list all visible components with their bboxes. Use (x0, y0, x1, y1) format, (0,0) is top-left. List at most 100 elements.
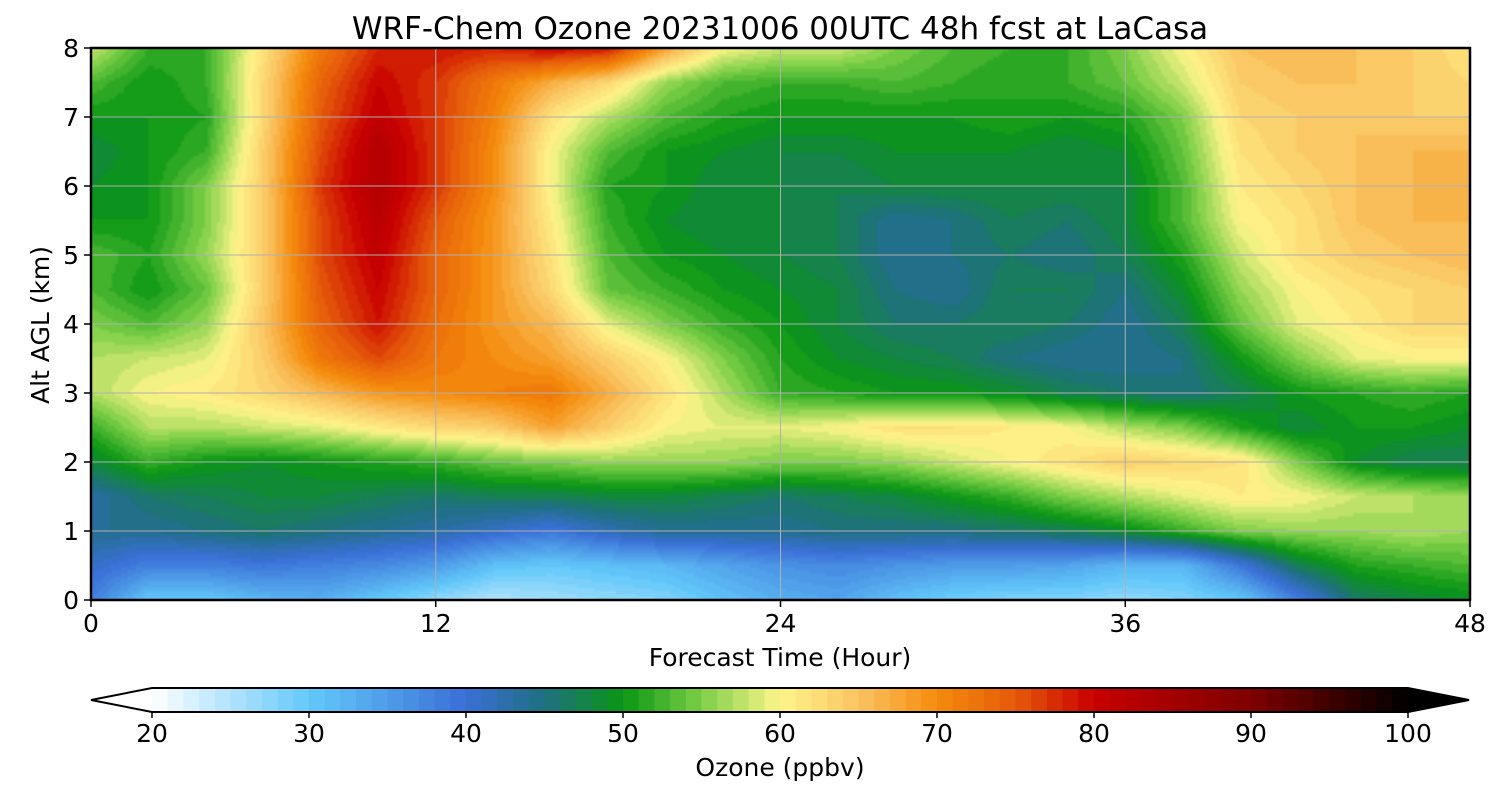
colorbar-swatch (1125, 688, 1142, 712)
colorbar-swatch (1376, 688, 1393, 712)
y-tick-label: 2 (63, 448, 79, 477)
colorbar-swatch (811, 688, 828, 712)
colorbar-extend-high (1408, 688, 1469, 712)
colorbar-swatch (152, 688, 169, 712)
colorbar-swatch (732, 688, 750, 712)
colorbar-swatch (246, 688, 263, 712)
y-axis-label: Alt AGL (km) (26, 246, 55, 404)
colorbar-swatch (387, 688, 404, 712)
y-axis: 0 1 2 3 4 5 6 7 8 (63, 34, 91, 615)
colorbar-swatch (984, 688, 1001, 712)
colorbar-swatch (748, 688, 765, 712)
colorbar-swatch (403, 688, 420, 712)
y-tick-label: 3 (63, 379, 79, 408)
colorbar-swatch (670, 688, 687, 712)
colorbar-swatch (418, 688, 436, 712)
colorbar-swatch (371, 688, 389, 712)
colorbar-swatch (513, 688, 530, 712)
colorbar-swatch (277, 688, 294, 712)
y-tick-label: 7 (63, 103, 79, 132)
colorbar-swatch (1172, 688, 1189, 712)
x-tick-label: 24 (765, 609, 797, 638)
colorbar-swatch (261, 688, 279, 712)
y-tick-label: 6 (63, 172, 79, 201)
colorbar-swatch (293, 688, 310, 712)
colorbar-swatch (1141, 688, 1158, 712)
colorbar-swatch (167, 688, 184, 712)
colorbar-swatch (1266, 688, 1283, 712)
colorbar-swatch (654, 688, 671, 712)
colorbar-tick-label: 30 (293, 719, 325, 748)
colorbar-swatch (937, 688, 954, 712)
colorbar-swatch (968, 688, 985, 712)
colorbar-swatch (1078, 688, 1095, 712)
colorbar-swatch (575, 688, 593, 712)
y-tick-label: 8 (63, 34, 79, 63)
colorbar-swatch (528, 688, 546, 712)
x-axis: 0 12 24 36 48 (83, 600, 1486, 638)
colorbar-swatch (481, 688, 498, 712)
colorbar-swatch (1188, 688, 1205, 712)
colorbar-swatch (999, 688, 1017, 712)
colorbar-swatch (701, 688, 718, 712)
colorbar-swatch (827, 688, 844, 712)
colorbar-swatch (466, 688, 483, 712)
colorbar-swatch (497, 688, 514, 712)
x-tick-label: 36 (1109, 609, 1141, 638)
colorbar-swatch (199, 688, 216, 712)
colorbar-swatch (544, 688, 561, 712)
colorbar-swatch (607, 688, 624, 712)
colorbar-extend-low (91, 688, 152, 712)
colorbar-tick-label: 80 (1078, 719, 1110, 748)
colorbar-swatch (685, 688, 703, 712)
colorbar-swatch (230, 688, 247, 712)
colorbar-tick-label: 20 (136, 719, 168, 748)
y-tick-label: 0 (63, 586, 79, 615)
colorbar-swatch (1313, 688, 1331, 712)
colorbar-swatch (623, 688, 640, 712)
colorbar-swatch (764, 688, 781, 712)
y-tick-label: 1 (63, 517, 79, 546)
colorbar-swatch (952, 688, 969, 712)
colorbar-ticks: 20 30 40 50 60 70 80 90 100 (136, 712, 1432, 748)
colorbar-swatch (1219, 688, 1236, 712)
colorbar-swatch (921, 688, 938, 712)
colorbar-swatch (1345, 688, 1362, 712)
colorbar-swatch (183, 688, 200, 712)
x-tick-label: 0 (83, 609, 99, 638)
colorbar-swatch (309, 688, 326, 712)
colorbar-swatch (905, 688, 922, 712)
x-tick-label: 12 (420, 609, 452, 638)
colorbar-swatch (1046, 688, 1064, 712)
colorbar-tick-label: 90 (1235, 719, 1267, 748)
colorbar-swatch (1094, 688, 1111, 712)
colorbar-swatch (1031, 688, 1048, 712)
colorbar-swatch (450, 688, 467, 712)
y-tick-label: 4 (63, 310, 79, 339)
colorbar-swatch (717, 688, 734, 712)
colorbar-swatch (1392, 688, 1409, 712)
colorbar-swatch (858, 688, 875, 712)
colorbar-swatch (842, 688, 860, 712)
x-tick-label: 48 (1454, 609, 1486, 638)
colorbar-swatch (1251, 688, 1268, 712)
colorbar-swatch (1298, 688, 1315, 712)
colorbar-swatch (889, 688, 907, 712)
colorbar-swatch (1156, 688, 1174, 712)
colorbar-swatch (1015, 688, 1032, 712)
colorbar-tick-label: 70 (921, 719, 953, 748)
colorbar-swatch (1360, 688, 1378, 712)
colorbar-swatch (1235, 688, 1252, 712)
colorbar-swatch (324, 688, 341, 712)
chart-title: WRF-Chem Ozone 20231006 00UTC 48h fcst a… (352, 11, 1208, 47)
colorbar-tick-label: 50 (607, 719, 639, 748)
colorbar-swatch (638, 688, 655, 712)
colorbar-swatch (1203, 688, 1221, 712)
colorbar-swatch (1329, 688, 1346, 712)
colorbar-tick-label: 60 (764, 719, 796, 748)
colorbar-swatch (340, 688, 357, 712)
colorbar-tick-label: 40 (450, 719, 482, 748)
colorbar-swatch (591, 688, 608, 712)
colorbar-swatch (560, 688, 577, 712)
